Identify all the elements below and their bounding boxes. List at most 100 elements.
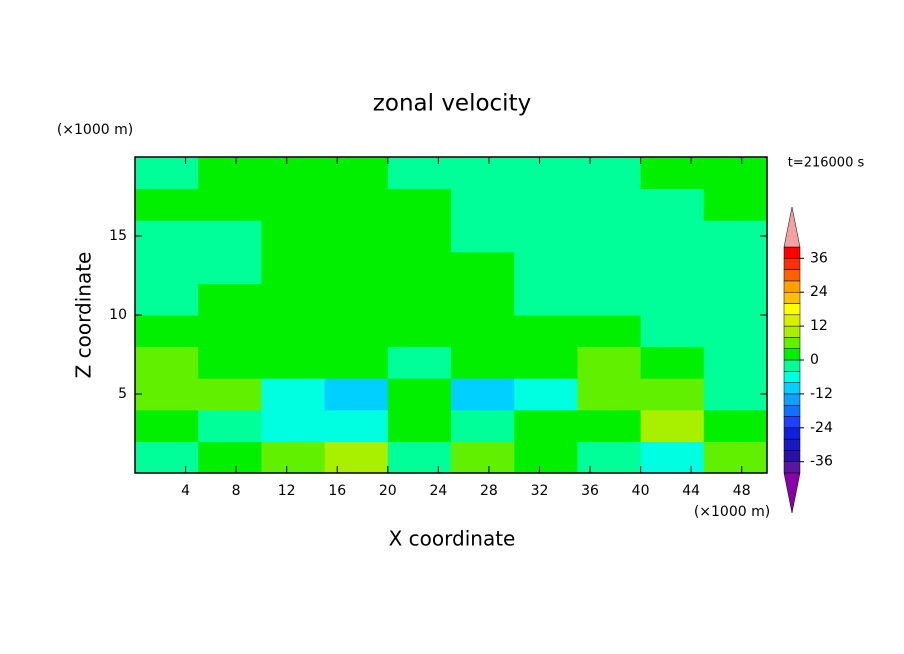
colorbar-band <box>783 258 801 270</box>
contour-cell <box>324 157 389 190</box>
contour-cell <box>640 251 705 284</box>
colorbar-tick-label: -36 <box>810 454 833 470</box>
contour-cell <box>198 283 262 316</box>
contour-cell <box>261 315 326 348</box>
x-tick-label: 48 <box>733 483 751 499</box>
colorbar-band <box>783 314 801 327</box>
contour-cell <box>514 251 578 284</box>
colorbar-band <box>783 337 801 349</box>
colorbar-tick-label: 24 <box>810 284 828 300</box>
contour-cell <box>514 220 578 253</box>
contour-cell <box>198 157 262 190</box>
x-unit: (×1000 m) <box>694 504 770 520</box>
contour-cell <box>577 441 642 474</box>
contour-cell <box>135 346 199 379</box>
contour-cell <box>640 441 705 474</box>
contour-cell <box>703 346 768 379</box>
contour-cell <box>387 188 452 221</box>
contour-cell <box>135 251 199 284</box>
contour-cell <box>198 441 262 474</box>
contour-cell <box>514 157 578 190</box>
contour-cell <box>577 315 642 348</box>
contour-cell <box>135 409 199 442</box>
colorbar-extend-high <box>783 206 801 248</box>
colorbar-band <box>783 404 801 417</box>
contour-cell <box>198 409 262 442</box>
y-tick-label: 10 <box>109 307 127 323</box>
contour-cell <box>135 188 199 221</box>
y-axis-label: Z coordinate <box>72 252 96 379</box>
contour-cell <box>387 409 452 442</box>
y-tick-label: 5 <box>118 386 127 402</box>
contour-cell <box>577 346 642 379</box>
contour-cell <box>387 283 452 316</box>
contour-cell <box>451 315 515 348</box>
contour-cell <box>514 315 578 348</box>
contour-cell <box>135 441 199 474</box>
contour-cell <box>514 346 578 379</box>
contour-cell <box>451 188 515 221</box>
contour-cell <box>324 220 389 253</box>
contour-cell <box>514 378 578 411</box>
contour-cell <box>387 251 452 284</box>
contour-cell <box>135 220 199 253</box>
colorbar-band <box>783 325 801 338</box>
contour-cell <box>324 188 389 221</box>
contour-cell <box>261 441 326 474</box>
contour-cell <box>261 220 326 253</box>
colorbar-tick-label: -24 <box>810 420 833 436</box>
contour-cell <box>640 157 705 190</box>
x-tick-label: 16 <box>328 483 346 499</box>
colorbar-band <box>783 450 801 462</box>
x-tick-label: 44 <box>682 483 700 499</box>
contour-cell <box>198 378 262 411</box>
contour-cell <box>577 409 642 442</box>
contour-cell <box>261 378 326 411</box>
contour-cell <box>703 220 768 253</box>
x-tick-label: 8 <box>232 483 241 499</box>
contour-cell <box>387 346 452 379</box>
contour-cell <box>640 283 705 316</box>
contour-cell <box>451 378 515 411</box>
x-tick-label: 24 <box>429 483 447 499</box>
contour-cell <box>324 409 389 442</box>
contour-cell <box>451 441 515 474</box>
colorbar-band <box>783 303 801 316</box>
colorbar-band <box>783 269 801 282</box>
contour-cell <box>514 409 578 442</box>
colorbar-band <box>783 348 801 361</box>
x-tick-label: 12 <box>278 483 296 499</box>
contour-cell <box>135 315 199 348</box>
contour-cell <box>198 251 262 284</box>
contour-cell <box>640 188 705 221</box>
colorbar-band <box>783 438 801 451</box>
colorbar-band <box>783 416 801 429</box>
colorbar-band <box>783 371 801 383</box>
x-tick-label: 40 <box>632 483 650 499</box>
contour-cell <box>324 315 389 348</box>
colorbar-band <box>783 280 801 293</box>
time-annotation: t=216000 s <box>788 156 865 171</box>
contour-cell <box>703 378 768 411</box>
x-tick-label: 20 <box>379 483 397 499</box>
contour-cell <box>514 283 578 316</box>
colorbar-band <box>783 246 801 259</box>
contour-cell <box>577 283 642 316</box>
x-tick-label: 36 <box>581 483 599 499</box>
contour-cell <box>135 283 199 316</box>
x-tick-label: 28 <box>480 483 498 499</box>
contour-cell <box>703 441 768 474</box>
y-unit: (×1000 m) <box>57 122 133 138</box>
contour-cell <box>703 188 768 221</box>
colorbar-band <box>783 359 801 372</box>
contour-cell <box>324 378 389 411</box>
contour-cell <box>261 346 326 379</box>
contour-cell <box>703 251 768 284</box>
colorbar-extend-low <box>783 472 801 514</box>
colorbar-band <box>783 382 801 395</box>
contour-cell <box>198 315 262 348</box>
chart-title: zonal velocity <box>373 91 531 117</box>
contour-cell <box>640 315 705 348</box>
contour-cell <box>640 220 705 253</box>
